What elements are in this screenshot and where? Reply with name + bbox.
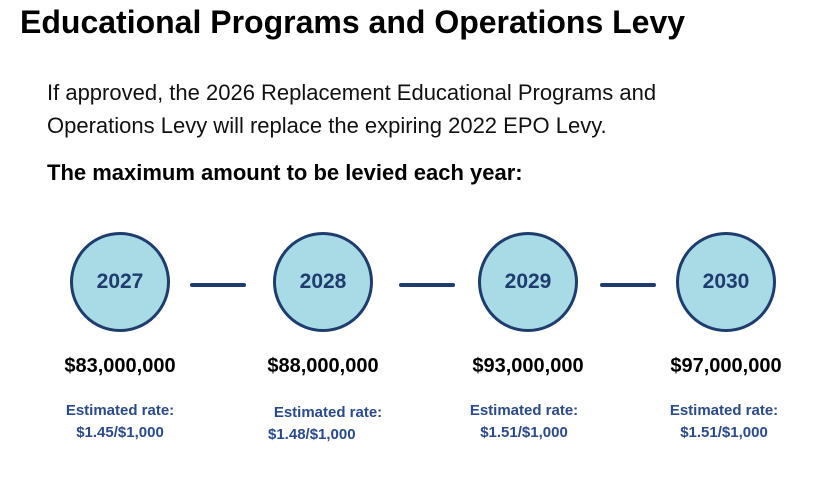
- year-circle-2030: 2030: [676, 232, 776, 332]
- rate-2027: Estimated rate: $1.45/$1,000: [20, 400, 220, 444]
- connector-line: [399, 283, 455, 287]
- intro-line-2: Operations Levy will replace the expirin…: [47, 113, 607, 138]
- amount-2028: $88,000,000: [267, 355, 379, 377]
- rate-value: $1.51/$1,000: [680, 424, 768, 441]
- amount-2030: $97,000,000: [670, 355, 782, 377]
- rate-label: Estimated rate:: [273, 404, 383, 421]
- year-circle-2029: 2029: [478, 232, 578, 332]
- amount-2027: $83,000,000: [64, 355, 176, 377]
- rate-2029: Estimated rate: $1.51/$1,000: [424, 400, 624, 444]
- year-circle-2028: 2028: [273, 232, 373, 332]
- rate-label: Estimated rate:: [469, 402, 579, 419]
- page-title: Educational Programs and Operations Levy: [20, 4, 686, 40]
- year-circle-2027: 2027: [70, 232, 170, 332]
- amount-2029: $93,000,000: [472, 355, 584, 377]
- subheading: The maximum amount to be levied each yea…: [47, 160, 523, 185]
- rate-value: $1.51/$1,000: [480, 424, 568, 441]
- connector-line: [190, 283, 246, 287]
- rate-label: Estimated rate:: [65, 402, 175, 419]
- rate-value: $1.48/$1,000: [268, 426, 356, 443]
- rate-label: Estimated rate:: [669, 402, 779, 419]
- intro-line-1: If approved, the 2026 Replacement Educat…: [47, 80, 657, 105]
- rate-2028: Estimated rate: $1.48/$1,000: [228, 402, 428, 446]
- connector-line: [600, 283, 656, 287]
- rate-2030: Estimated rate: $1.51/$1,000: [624, 400, 821, 444]
- rate-value: $1.45/$1,000: [76, 424, 164, 441]
